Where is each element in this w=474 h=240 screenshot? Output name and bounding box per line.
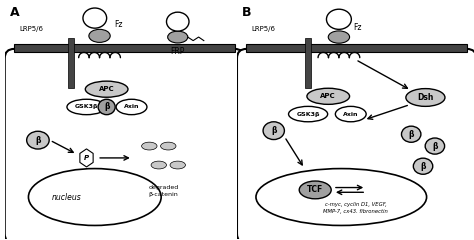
Text: Fz: Fz [114,19,122,29]
Text: β: β [104,102,109,111]
Text: Wnt: Wnt [169,17,186,26]
Ellipse shape [336,106,366,122]
Text: P: P [84,155,89,161]
Text: β: β [409,130,414,139]
Ellipse shape [256,168,427,225]
Text: MMP-7, cx43. fibronectin: MMP-7, cx43. fibronectin [323,210,388,215]
Bar [14,44,235,53]
Text: degraded: degraded [148,185,179,190]
Text: β: β [420,162,426,171]
Ellipse shape [98,99,115,115]
Ellipse shape [142,142,157,150]
FancyBboxPatch shape [237,49,474,240]
Ellipse shape [151,161,166,169]
Text: c-myc, cyclin D1, VEGF,: c-myc, cyclin D1, VEGF, [325,202,386,207]
Ellipse shape [170,161,185,169]
Bar [246,44,467,53]
Text: β: β [432,142,438,150]
Text: GSK3β: GSK3β [296,112,320,117]
Ellipse shape [307,88,349,104]
Text: β: β [271,126,276,135]
Ellipse shape [83,8,107,28]
Ellipse shape [27,131,49,149]
Text: Wnt: Wnt [86,14,103,23]
Ellipse shape [425,138,445,154]
Ellipse shape [413,158,433,174]
Text: β: β [35,136,41,145]
Bar [68,38,74,88]
Text: β-catenin: β-catenin [149,192,178,197]
FancyBboxPatch shape [5,49,244,240]
Ellipse shape [116,99,147,115]
Text: B: B [242,6,251,19]
Polygon shape [80,149,93,167]
Ellipse shape [67,99,106,115]
Ellipse shape [401,126,421,142]
Text: A: A [9,6,19,19]
Ellipse shape [289,106,328,122]
Text: Dsh: Dsh [417,93,434,102]
Text: APC: APC [99,86,114,92]
Text: LRP5/6: LRP5/6 [251,26,275,32]
Ellipse shape [299,181,331,199]
Text: TCF: TCF [307,186,323,194]
Text: GSK3β: GSK3β [75,104,98,109]
Ellipse shape [28,168,161,225]
Ellipse shape [406,89,445,106]
Ellipse shape [85,81,128,97]
Ellipse shape [328,31,349,43]
Text: Wnt: Wnt [330,15,347,24]
Ellipse shape [263,122,284,139]
Text: Axin: Axin [124,104,139,109]
Text: Fz: Fz [353,23,362,32]
Text: nucleus: nucleus [52,192,81,202]
Ellipse shape [327,9,351,29]
Ellipse shape [166,12,189,31]
Text: LRP5/6: LRP5/6 [19,26,43,32]
Ellipse shape [161,142,176,150]
Bar [305,38,311,88]
Ellipse shape [168,31,188,43]
Text: APC: APC [320,93,336,99]
Text: Axin: Axin [343,112,358,117]
Text: FRP: FRP [171,47,185,56]
Ellipse shape [89,29,110,42]
